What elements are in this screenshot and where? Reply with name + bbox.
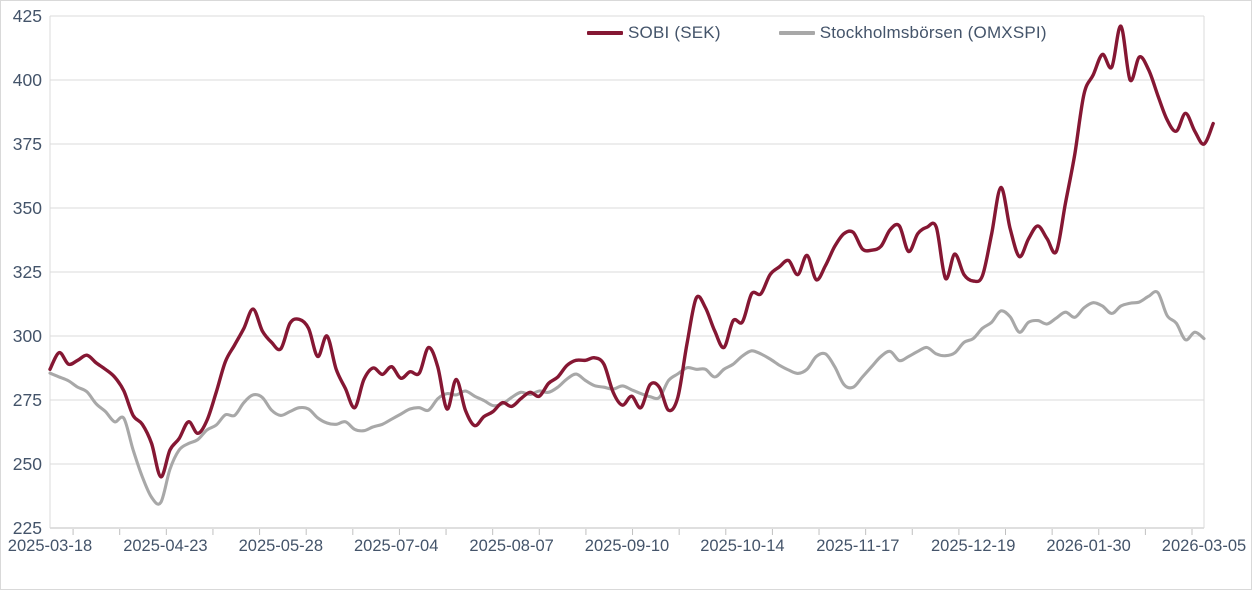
x-tick-label: 2025-10-14 [700, 537, 784, 555]
y-tick-label: 425 [13, 6, 42, 26]
y-tick-label: 325 [13, 262, 42, 282]
y-tick-label: 300 [13, 326, 42, 346]
legend-label-omxspi: Stockholmsbörsen (OMXSPI) [819, 23, 1047, 42]
sobi-line [48, 24, 1215, 479]
x-tick-label: 2025-04-23 [123, 537, 207, 555]
y-tick-label: 275 [13, 390, 42, 410]
x-tick-label: 2025-12-19 [931, 537, 1015, 555]
x-tick-label: 2025-05-28 [239, 537, 323, 555]
legend-item-sobi[interactable]: SOBI (SEK) [587, 23, 721, 43]
x-tick-label: 2025-03-18 [8, 537, 92, 555]
x-tick-label: 2026-03-05 [1162, 537, 1246, 555]
x-tick-label: 2025-08-07 [469, 537, 553, 555]
y-tick-label: 375 [13, 134, 42, 154]
omxspi-line-swatch-icon [778, 31, 815, 35]
y-tick-label: 400 [13, 70, 42, 90]
legend-label-sobi: SOBI (SEK) [628, 23, 721, 42]
x-tick-label: 2025-11-17 [816, 537, 899, 555]
x-tick-label: 2026-01-30 [1046, 537, 1130, 555]
y-tick-label: 350 [13, 198, 42, 218]
chart-legend: SOBI (SEK) Stockholmsbörsen (OMXSPI) [587, 23, 1047, 43]
legend-item-omxspi[interactable]: Stockholmsbörsen (OMXSPI) [778, 23, 1047, 43]
omxspi-line [48, 289, 1206, 506]
y-tick-label: 225 [13, 518, 42, 538]
x-tick-label: 2025-09-10 [585, 537, 669, 555]
x-tick-label: 2025-07-04 [354, 537, 438, 555]
sobi-line-swatch-icon [587, 31, 623, 35]
y-tick-label: 250 [13, 454, 42, 474]
